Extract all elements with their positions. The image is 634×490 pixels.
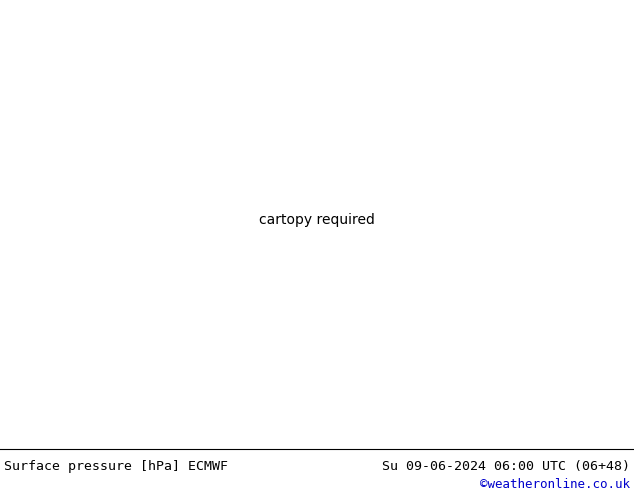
Text: Su 09-06-2024 06:00 UTC (06+48): Su 09-06-2024 06:00 UTC (06+48) bbox=[382, 460, 630, 473]
Text: ©weatheronline.co.uk: ©weatheronline.co.uk bbox=[480, 478, 630, 490]
Text: cartopy required: cartopy required bbox=[259, 213, 375, 227]
Text: Surface pressure [hPa] ECMWF: Surface pressure [hPa] ECMWF bbox=[4, 460, 228, 473]
